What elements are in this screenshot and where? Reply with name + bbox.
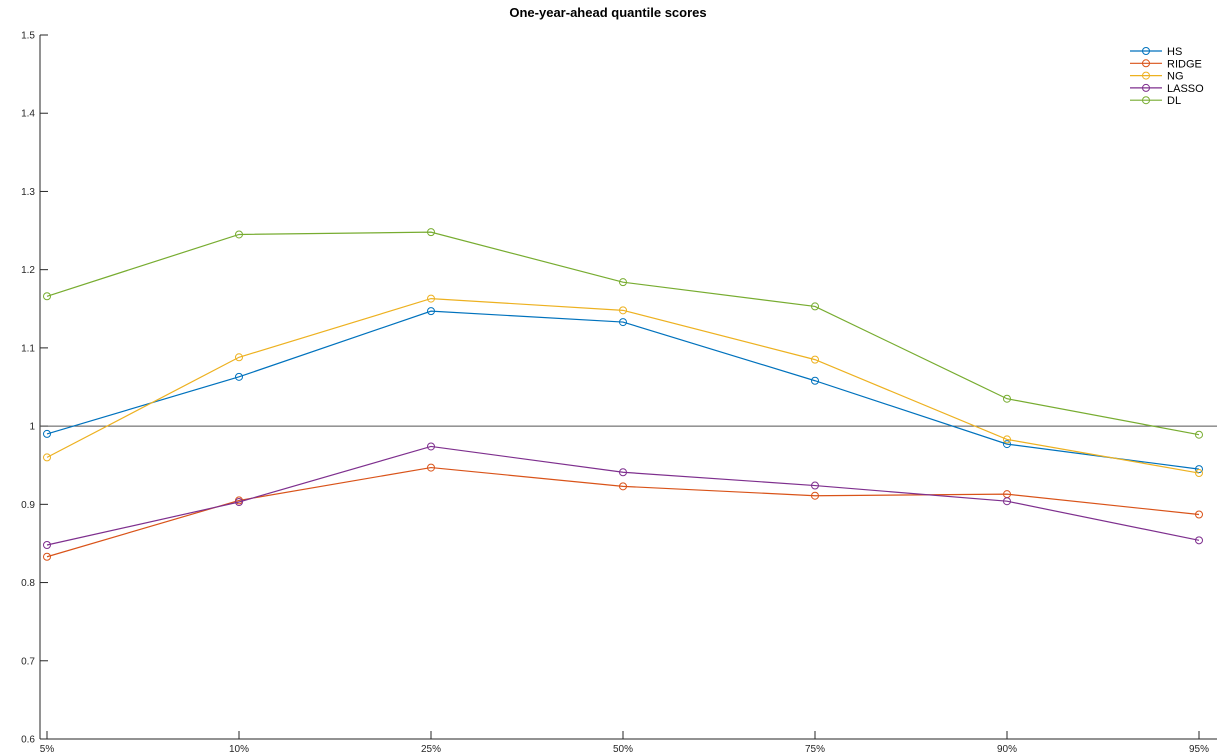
series-line-ridge (46, 466, 1200, 558)
legend-label: RIDGE (1167, 58, 1202, 70)
data-point-hs (427, 307, 435, 316)
y-tick-label: 0.8 (21, 578, 35, 589)
data-point-lasso (43, 541, 51, 550)
legend-swatch-marker (1142, 59, 1150, 68)
data-point-dl (427, 228, 435, 237)
y-tick-label: 1 (29, 422, 35, 433)
x-tick-label: 50% (613, 744, 633, 755)
data-point-dl (43, 292, 51, 301)
x-tick-label: 75% (805, 744, 825, 755)
data-point-dl (1003, 394, 1011, 403)
y-tick-label: 1.5 (21, 31, 35, 42)
series-line-ng (46, 298, 1200, 474)
data-point-ridge (811, 491, 819, 500)
data-point-dl (235, 230, 243, 239)
legend-swatch-marker (1142, 96, 1150, 105)
data-point-lasso (811, 481, 819, 490)
series-dl (43, 228, 1203, 439)
series-line-lasso (46, 445, 1200, 546)
axes: 0.6 0.7 0.8 0.9 1 1.1 1.2 1.3 1.4 1.5 5% 10% 25% 50% 7… (21, 31, 1217, 755)
data-point-hs (235, 372, 243, 381)
y-tick-label: 0.6 (21, 735, 35, 746)
legend-item-lasso: LASSO (1130, 83, 1204, 95)
y-tick-label: 1.4 (21, 109, 35, 120)
y-tick-label: 0.9 (21, 500, 35, 511)
legend-swatch-marker (1142, 47, 1150, 55)
legend-item-dl: DL (1130, 95, 1181, 107)
data-point-ng (1003, 435, 1011, 444)
legend-item-ng: NG (1130, 71, 1184, 83)
data-point-ng (427, 294, 435, 303)
data-point-ridge (427, 463, 435, 472)
data-point-ridge (1195, 510, 1203, 519)
x-tick-label: 95% (1189, 744, 1209, 755)
series-ng (43, 294, 1203, 478)
data-point-lasso (619, 468, 627, 477)
data-point-hs (619, 318, 627, 327)
data-point-lasso (1195, 536, 1203, 545)
x-tick-label: 5% (40, 744, 55, 755)
legend-swatch-marker (1142, 83, 1150, 92)
data-point-ng (1195, 469, 1203, 478)
series-group (43, 228, 1203, 561)
x-tick-label: 10% (229, 744, 249, 755)
y-tick-label: 0.7 (21, 656, 35, 667)
y-tick-label: 1.2 (21, 265, 35, 276)
legend-label: DL (1167, 95, 1181, 107)
legend-label: HS (1167, 46, 1182, 58)
legend-item-hs: HS (1130, 46, 1182, 58)
data-point-ng (619, 306, 627, 315)
data-point-hs (43, 429, 51, 438)
x-tick-label: 25% (421, 744, 441, 755)
data-point-dl (1195, 430, 1203, 439)
x-tick-label: 90% (997, 744, 1017, 755)
legend-swatch-marker (1142, 71, 1150, 80)
legend-item-ridge: RIDGE (1130, 58, 1202, 70)
series-line-dl (46, 231, 1200, 436)
series-lasso (43, 442, 1203, 550)
y-tick-label: 1.3 (21, 187, 35, 198)
legend-label: NG (1167, 71, 1184, 83)
series-hs (43, 307, 1203, 474)
data-point-dl (619, 278, 627, 287)
data-point-lasso (235, 497, 243, 506)
legend-label: LASSO (1167, 83, 1204, 95)
data-point-ng (235, 353, 243, 362)
data-point-ridge (619, 482, 627, 491)
y-tick-label: 1.1 (21, 343, 35, 354)
data-point-dl (811, 302, 819, 311)
chart-title: One-year-ahead quantile scores (509, 5, 706, 20)
data-point-ng (811, 355, 819, 364)
data-point-ridge (43, 552, 51, 561)
series-line-hs (46, 310, 1200, 470)
data-point-lasso (1003, 497, 1011, 506)
data-point-hs (1003, 440, 1011, 449)
data-point-ng (43, 453, 51, 462)
series-ridge (43, 463, 1203, 561)
data-point-lasso (427, 442, 435, 451)
data-point-hs (811, 376, 819, 385)
